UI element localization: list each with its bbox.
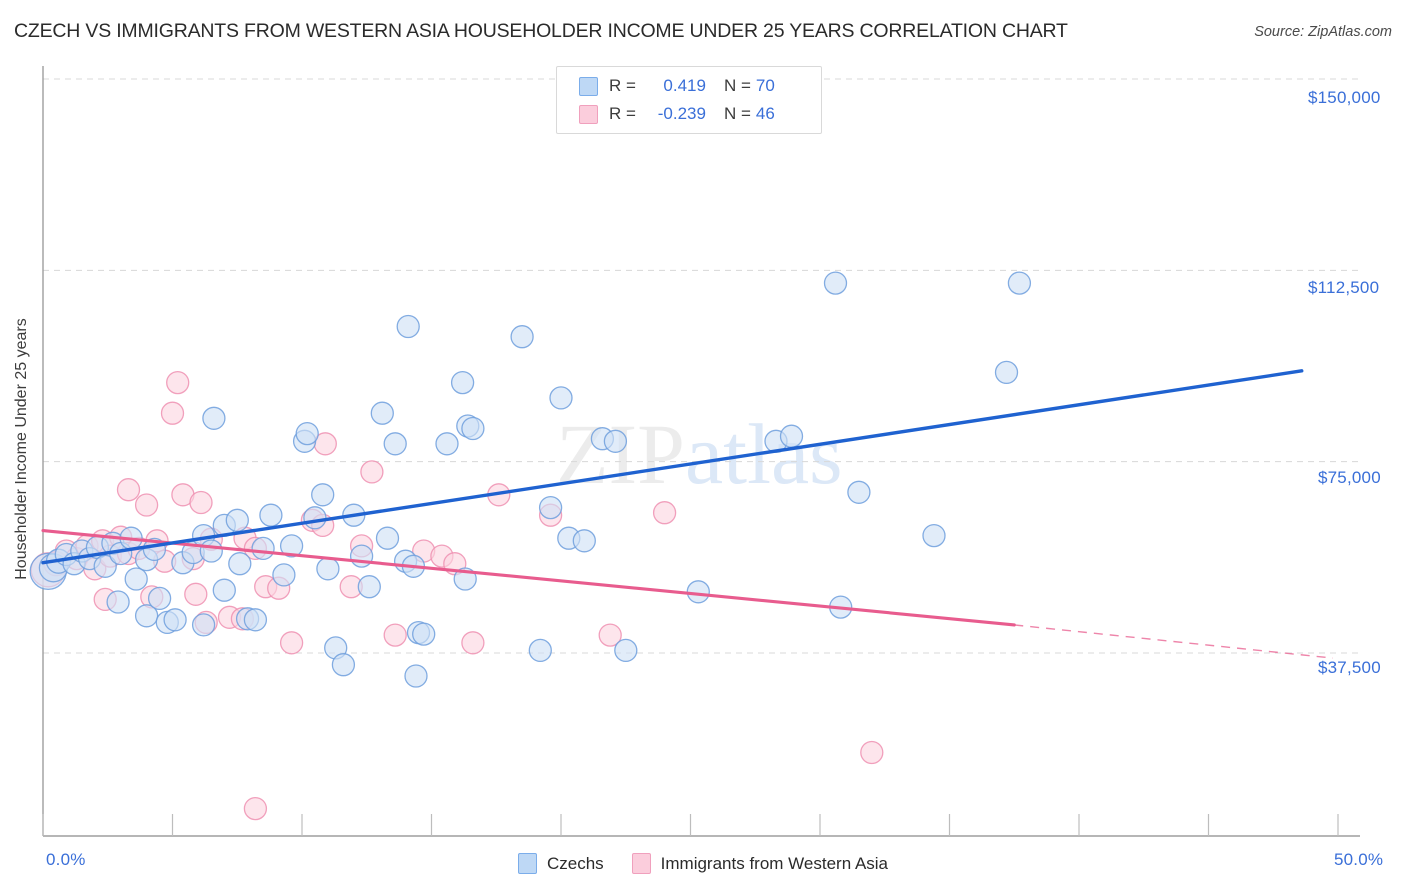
scatter-point[interactable] (166, 370, 190, 395)
scatter-point[interactable] (614, 638, 638, 663)
stats-row-czechs: R = 0.419 N = 70 (579, 72, 821, 100)
scatter-point[interactable] (510, 325, 534, 349)
scatter-point[interactable] (461, 631, 485, 655)
scatter-point[interactable] (189, 490, 213, 515)
scatter-point[interactable] (228, 552, 252, 576)
scatter-point[interactable] (412, 622, 436, 646)
scatter-point[interactable] (243, 608, 268, 632)
series-legend-item-immigrants[interactable]: Immigrants from Western Asia (631, 853, 889, 874)
series-swatch-immigrants (631, 853, 651, 874)
scatter-point[interactable] (652, 501, 677, 525)
scatter-point[interactable] (603, 429, 628, 453)
scatter-point[interactable] (538, 495, 563, 520)
legend-swatch-immigrants (579, 104, 598, 124)
series-legend-item-czechs[interactable]: Czechs (517, 853, 604, 874)
scatter-point[interactable] (225, 508, 249, 532)
page-title: CZECH VS IMMIGRANTS FROM WESTERN ASIA HO… (14, 20, 1068, 42)
r-label-immigrants: R = (609, 104, 636, 123)
scatter-point[interactable] (303, 506, 327, 530)
r-value-immigrants: -0.239 (657, 104, 706, 123)
scatter-point[interactable] (779, 424, 804, 448)
series-points-czechs (29, 271, 1032, 688)
scatter-point[interactable] (357, 575, 381, 599)
scatter-point[interactable] (316, 557, 340, 581)
scatter-point[interactable] (116, 478, 141, 502)
scatter-point[interactable] (404, 664, 428, 688)
scatter-point[interactable] (922, 523, 946, 548)
y-tick-label-150000: $150,000 (1308, 88, 1381, 107)
scatter-point[interactable] (134, 493, 159, 517)
scatter-point[interactable] (823, 271, 848, 295)
scatter-point[interactable] (134, 604, 159, 628)
n-label-immigrants: N = (723, 104, 751, 123)
scatter-point[interactable] (124, 567, 148, 591)
scatter-point[interactable] (184, 582, 208, 606)
stats-row-immigrants: R = -0.239 N = 46 (579, 100, 821, 128)
scatter-point[interactable] (295, 421, 319, 446)
series-legend: Czechs Immigrants from Western Asia (0, 853, 1406, 874)
scatter-point[interactable] (243, 796, 268, 821)
scatter-point[interactable] (259, 503, 283, 527)
scatter-point[interactable] (279, 534, 304, 558)
series-label-czechs: Czechs (546, 853, 604, 873)
correlation-stats-legend: R = 0.419 N = 70 R = -0.239 N = 46 (556, 66, 822, 134)
series-label-immigrants: Immigrants from Western Asia (660, 853, 889, 873)
scatter-point[interactable] (528, 638, 552, 663)
trendline-czechs (41, 369, 1304, 565)
scatter-point[interactable] (686, 580, 710, 604)
n-value-czechs: 70 (755, 76, 775, 95)
trendline-immigrants (41, 528, 1016, 627)
scatter-point[interactable] (163, 608, 187, 632)
series-swatch-czechs (517, 853, 537, 874)
scatter-point[interactable] (279, 631, 304, 655)
scatter-point[interactable] (251, 536, 275, 561)
scatter-point[interactable] (860, 740, 884, 765)
n-label-czechs: N = (723, 76, 751, 95)
scatter-point[interactable] (360, 460, 384, 484)
scatter-point[interactable] (383, 623, 407, 647)
scatter-point[interactable] (93, 554, 117, 578)
scatter-point[interactable] (199, 539, 223, 563)
scatter-point[interactable] (106, 590, 130, 614)
scatter-point[interactable] (461, 416, 485, 441)
scatter-point[interactable] (435, 432, 459, 456)
scatter-point[interactable] (272, 563, 296, 587)
scatter-point[interactable] (212, 578, 236, 602)
scatter-point[interactable] (160, 401, 185, 425)
scatter-point[interactable] (847, 480, 871, 504)
scatter-point[interactable] (1007, 271, 1032, 295)
scatter-point[interactable] (202, 406, 226, 430)
scatter-point[interactable] (598, 623, 622, 647)
r-label-czechs: R = (609, 76, 636, 95)
y-tick-label-75000: $75,000 (1318, 468, 1381, 487)
scatter-point[interactable] (994, 360, 1019, 385)
y-axis-title: Householder Income Under 25 years (13, 318, 30, 580)
scatter-point[interactable] (375, 526, 400, 550)
scatter-point[interactable] (383, 432, 407, 456)
scatter-point[interactable] (370, 401, 394, 425)
r-value-czechs: 0.419 (663, 76, 706, 95)
scatter-point[interactable] (147, 586, 172, 611)
scatter-point[interactable] (549, 386, 573, 410)
scatter-point[interactable] (311, 483, 335, 507)
scatter-point[interactable] (572, 529, 596, 553)
trendline-immigrants-extrapolated (1014, 624, 1333, 659)
y-tick-label-37500: $37,500 (1318, 658, 1381, 677)
n-value-immigrants: 46 (755, 104, 775, 123)
legend-swatch-czechs (579, 76, 598, 96)
scatter-point[interactable] (450, 370, 475, 395)
source-attribution: Source: ZipAtlas.com (1254, 24, 1392, 40)
y-tick-label-112500: $112,500 (1308, 278, 1380, 297)
x-tick-label-max: 50.0% (1334, 850, 1384, 869)
x-tick-label-min: 0.0% (46, 850, 86, 869)
scatter-point[interactable] (331, 653, 356, 677)
scatter-point[interactable] (191, 613, 216, 637)
scatter-point[interactable] (396, 314, 420, 339)
